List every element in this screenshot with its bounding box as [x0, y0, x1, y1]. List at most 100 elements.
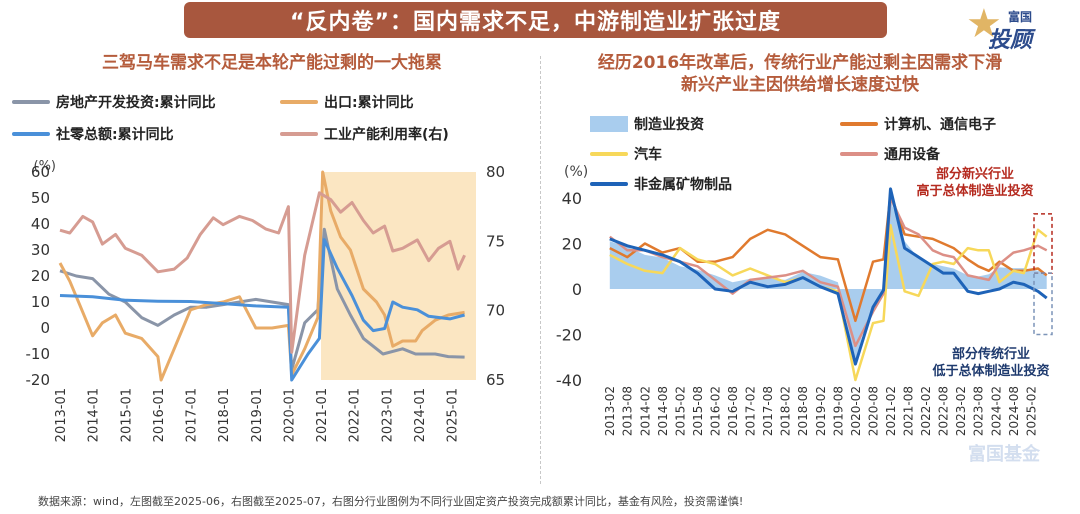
right-chart-title: 经历2016年改革后，传统行业产能过剩主因需求下滑 新兴产业主因供给增长速度过快 [560, 52, 1040, 96]
y-tick-label: 10 [31, 293, 50, 311]
x-tick-label: 2015-02 [673, 386, 687, 436]
footnote: 数据来源：wind，左图截至2025-06，右图截至2025-07，右图分行业图… [38, 495, 744, 508]
right-chart-title-line2: 新兴产业主因供给增长速度过快 [681, 75, 919, 95]
left-axis-unit: (%) [34, 159, 57, 174]
series-line-2 [609, 224, 1048, 382]
x-tick-label: 2017-08 [761, 386, 775, 436]
legend-item-nonmetal: 非金属矿物制品 [590, 174, 732, 194]
annotation-traditional-industries: 部分传统行业 低于总体制造业投资 [906, 346, 1076, 380]
x-tick-label: 2016-02 [708, 386, 722, 436]
y-tick-label: -20 [556, 326, 582, 345]
x-tick-label: 2020-02 [849, 386, 863, 436]
x-tick-label: 2014-01 [87, 388, 102, 442]
x-tick-label: 2020-01 [282, 388, 297, 442]
right-chart-title-line1: 经历2016年改革后，传统行业产能过剩主因需求下滑 [597, 53, 1003, 73]
annotation-emerging-line1: 部分新兴行业 [935, 167, 1014, 182]
x-tick-label: 2021-01 [315, 388, 330, 442]
x-tick-label: 2022-02 [919, 386, 933, 436]
brand-logo-small-text: 富国 [1008, 10, 1033, 24]
y-tick-label: 40 [562, 189, 582, 208]
x-tick-label: 2019-01 [250, 388, 265, 442]
legend-item-auto: 汽车 [590, 144, 662, 164]
x-tick-label: 2016-08 [726, 386, 740, 436]
annotation-emerging-industries: 部分新兴行业 高于总体制造业投资 [880, 166, 1070, 200]
legend-item-manufacturing: 制造业投资 [590, 114, 704, 134]
series-line-3 [59, 191, 466, 354]
y2-tick-label: 80 [486, 163, 505, 181]
x-tick-label: 2013-02 [603, 386, 617, 436]
x-tick-label: 2023-08 [972, 386, 986, 436]
x-tick-label: 2024-01 [413, 388, 428, 442]
legend-label-real-estate: 房地产开发投资:累计同比 [56, 95, 216, 111]
x-tick-label: 2025-02 [1024, 386, 1038, 436]
y-tick-label: 40 [31, 215, 50, 233]
y-tick-label: 20 [31, 267, 50, 285]
page-title-banner: “反内卷”：国内需求不足，中游制造业扩张过度 [184, 2, 887, 38]
x-tick-label: 2018-01 [217, 388, 232, 442]
panel-divider [540, 56, 541, 484]
y-tick-label: 0 [572, 280, 582, 299]
annotation-box-emerging [1033, 213, 1053, 274]
x-tick-label: 2023-02 [954, 386, 968, 436]
y-tick-label: 30 [31, 241, 50, 259]
y-tick-label: -40 [556, 371, 582, 390]
x-tick-label: 2019-08 [831, 386, 845, 436]
legend-item-retail: 社零总额:累计同比 [12, 124, 174, 144]
legend-label-general-equipment: 通用设备 [884, 147, 940, 163]
x-tick-label: 2024-02 [989, 386, 1003, 436]
x-tick-label: 2017-01 [185, 388, 200, 442]
legend-item-computer: 计算机、通信电子 [840, 114, 996, 134]
legend-label-computer: 计算机、通信电子 [884, 117, 996, 133]
annotation-box-traditional [1033, 272, 1053, 336]
legend-item-capacity: 工业产能利用率(右) [280, 124, 449, 144]
series-line-1 [609, 192, 1048, 323]
legend-swatch-nonmetal [590, 182, 628, 186]
y-tick-label: 60 [31, 163, 50, 181]
x-tick-label: 2021-08 [902, 386, 916, 436]
legend-label-capacity: 工业产能利用率(右) [324, 127, 449, 143]
x-tick-label: 2013-08 [621, 386, 635, 436]
legend-label-exports: 出口:累计同比 [324, 95, 414, 111]
series-area-0 [609, 200, 1047, 361]
x-tick-label: 2022-08 [937, 386, 951, 436]
star-icon: ★ [966, 1, 1002, 47]
x-tick-label: 2024-08 [1007, 386, 1021, 436]
annotation-emerging-line2: 高于总体制造业投资 [916, 184, 1034, 199]
page-title: “反内卷”：国内需求不足，中游制造业扩张过度 [290, 10, 781, 35]
x-tick-label: 2023-01 [380, 388, 395, 442]
legend-item-general-equipment: 通用设备 [840, 144, 940, 164]
annotation-traditional-line1: 部分传统行业 [951, 347, 1030, 362]
right-axis-unit: (%) [564, 164, 588, 180]
y-tick-label: 50 [31, 189, 50, 207]
series-line-2 [59, 238, 465, 382]
x-tick-label: 2017-02 [744, 386, 758, 436]
x-tick-label: 2018-02 [779, 386, 793, 436]
x-tick-label: 2013-01 [54, 388, 69, 442]
y-tick-label: 20 [562, 235, 582, 254]
x-tick-label: 2019-02 [814, 386, 828, 436]
y-tick-label: 0 [40, 319, 50, 337]
y2-tick-label: 65 [486, 371, 505, 389]
y-tick-label: -10 [26, 345, 51, 363]
right-chart: (%) -40 -20 0 20 40 2013-02 2013-08 2014-02 2014-… [556, 164, 1053, 436]
x-tick-label: 2015-01 [119, 388, 134, 442]
legend-swatch-computer [840, 122, 878, 126]
legend-swatch-exports [280, 100, 318, 104]
watermark-text: 富国基金 [968, 444, 1040, 465]
x-tick-label: 2022-01 [348, 388, 363, 442]
y-tick-label: -20 [26, 371, 51, 389]
x-tick-label: 2020-08 [866, 386, 880, 436]
x-tick-label: 2014-02 [638, 386, 652, 436]
series-line-0 [59, 227, 465, 372]
legend-label-manufacturing: 制造业投资 [634, 117, 704, 133]
legend-item-exports: 出口:累计同比 [280, 92, 414, 112]
x-tick-label: 2018-08 [796, 386, 810, 436]
legend-swatch-manufacturing [590, 116, 628, 132]
legend-swatch-general-equipment [840, 152, 878, 156]
y2-tick-label: 75 [486, 232, 505, 250]
legend-item-real-estate: 房地产开发投资:累计同比 [12, 92, 216, 112]
brand-logo: ★ 富国 投顾 [966, 4, 1076, 56]
y2-tick-label: 70 [486, 302, 505, 320]
legend-label-auto: 汽车 [634, 147, 662, 163]
left-chart: (%) -20 -10 0 10 20 30 40 50 60 65 70 75 80 2013-01 201… [26, 159, 506, 442]
